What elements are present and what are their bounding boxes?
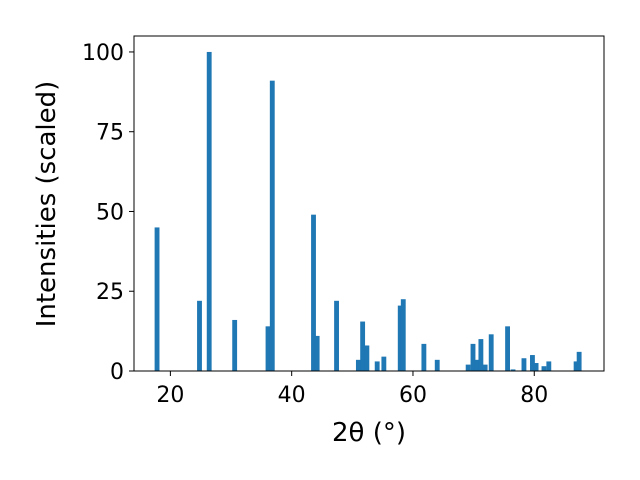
bar xyxy=(541,366,547,371)
bar xyxy=(206,51,212,371)
bar xyxy=(154,227,160,371)
bar xyxy=(478,339,484,371)
y-tick-label: 100 xyxy=(82,41,124,66)
bar xyxy=(434,359,440,371)
bar xyxy=(533,363,539,371)
bar xyxy=(546,361,552,371)
bar xyxy=(397,305,403,371)
bar xyxy=(465,364,471,371)
y-tick-label: 0 xyxy=(110,360,124,385)
bar xyxy=(573,361,579,371)
x-tick-label: 20 xyxy=(156,383,184,408)
bar xyxy=(360,321,366,371)
bar xyxy=(265,326,271,371)
y-axis: 0 25 50 75 100 xyxy=(82,41,134,385)
x-axis: 20 40 60 80 xyxy=(156,371,548,408)
x-tick-label: 80 xyxy=(520,383,548,408)
bar xyxy=(355,359,361,371)
x-tick-label: 60 xyxy=(399,383,427,408)
bar xyxy=(474,359,480,371)
bar xyxy=(364,345,370,371)
y-tick-label: 25 xyxy=(96,280,124,305)
bar xyxy=(488,334,494,371)
bar xyxy=(521,358,527,371)
bar xyxy=(314,335,320,371)
bar xyxy=(530,355,535,371)
bar xyxy=(311,214,316,371)
bar xyxy=(505,326,510,371)
y-tick-label: 50 xyxy=(96,200,124,225)
bars-group xyxy=(154,51,582,372)
x-tick-label: 40 xyxy=(278,383,306,408)
bar xyxy=(510,369,516,371)
plot-frame xyxy=(133,35,605,372)
bar xyxy=(197,300,202,371)
y-tick-label: 75 xyxy=(96,121,124,146)
bar xyxy=(269,80,275,372)
x-axis-label: 2θ (°) xyxy=(332,418,406,448)
bar xyxy=(576,351,582,371)
bar xyxy=(400,299,406,371)
bar xyxy=(381,356,387,371)
bar xyxy=(421,343,427,371)
bar xyxy=(334,300,339,371)
bar xyxy=(470,343,476,371)
bar xyxy=(232,319,238,371)
y-axis-label: Intensities (scaled) xyxy=(32,81,62,328)
bar xyxy=(374,361,380,371)
bar xyxy=(482,364,488,371)
